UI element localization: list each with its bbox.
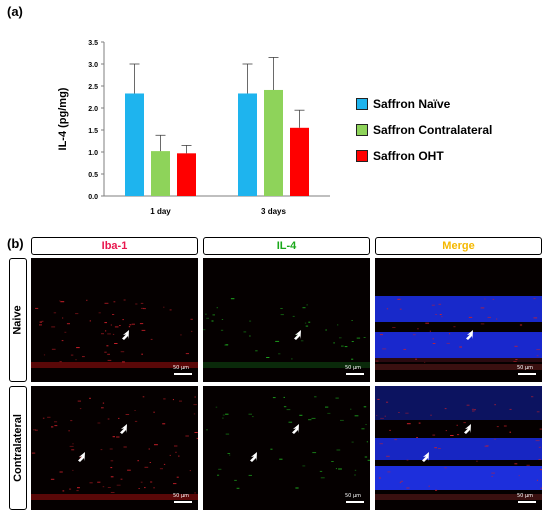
bar — [177, 153, 196, 196]
legend-label: Saffron Contralateral — [373, 123, 493, 137]
scale-bar — [174, 373, 192, 375]
bar — [151, 151, 170, 196]
bar — [238, 93, 257, 196]
bar — [264, 89, 283, 196]
micrograph-image — [375, 258, 542, 382]
legend-item: Saffron Contralateral — [356, 121, 492, 139]
row-header-contralateral: Contralateral — [9, 386, 27, 510]
chart-legend: Saffron Naïve Saffron Contralateral Saffro… — [356, 95, 492, 173]
legend-label: Saffron OHT — [373, 149, 444, 163]
x-tick-label: 3 days — [261, 207, 286, 216]
column-header-il-4: IL-4 — [203, 237, 370, 255]
y-tick-label: 3.0 — [88, 62, 98, 69]
micrograph-image — [31, 386, 198, 510]
y-axis-label: IL-4 (pg/mg) — [57, 87, 69, 150]
arrowhead-marker — [292, 424, 299, 434]
y-tick-label: 0.5 — [88, 172, 98, 179]
scale-bar — [346, 373, 364, 375]
micrograph-image — [203, 386, 370, 510]
micrograph-contralateral-il-4 — [203, 386, 370, 510]
y-tick-label: 0.0 — [88, 194, 98, 201]
scale-bar-label: 50 µm — [345, 365, 362, 371]
arrowhead-marker — [422, 452, 429, 462]
bar-chart: 0.0 0.5 1.0 1.5 2.0 2.5 3.0 3.5 IL-4 (pg/mg) 1 da… — [57, 40, 330, 216]
panel-label-b: (b) — [7, 236, 24, 251]
scale-bar-label: 50 µm — [517, 365, 534, 371]
scale-bar-label: 50 µm — [517, 493, 534, 499]
column-header-iba-1: Iba-1 — [31, 237, 198, 255]
scale-bar — [518, 501, 536, 503]
scale-bar-label: 50 µm — [173, 365, 190, 371]
bar — [125, 93, 144, 196]
y-tick-label: 1.0 — [88, 150, 98, 157]
legend-label: Saffron Naïve — [373, 97, 451, 111]
arrowhead-marker — [466, 330, 473, 340]
arrowhead-marker — [464, 424, 471, 434]
micrograph-image — [31, 258, 198, 382]
arrowhead-marker — [120, 424, 127, 434]
micrograph-contralateral-iba-1 — [31, 386, 198, 510]
micrograph-contralateral-merge — [375, 386, 542, 510]
arrowhead-marker — [294, 330, 301, 340]
micrograph-image — [375, 386, 542, 510]
micrograph-image — [203, 258, 370, 382]
scale-bar-label: 50 µm — [173, 493, 190, 499]
legend-swatch — [356, 124, 368, 136]
y-tick-label: 2.5 — [88, 84, 98, 91]
legend-swatch — [356, 98, 368, 110]
micrograph-naive-merge — [375, 258, 542, 382]
scale-bar — [174, 501, 192, 503]
column-header-merge: Merge — [375, 237, 542, 255]
x-tick-label: 1 day — [150, 207, 171, 216]
row-header-naive: Naive — [9, 258, 27, 382]
scale-bar-label: 50 µm — [345, 493, 362, 499]
y-tick-label: 1.5 — [88, 128, 98, 135]
arrowhead-marker — [122, 330, 129, 340]
scale-bar — [346, 501, 364, 503]
micrograph-naive-il-4 — [203, 258, 370, 382]
y-tick-label: 2.0 — [88, 106, 98, 113]
bar — [290, 127, 309, 196]
y-tick-label: 3.5 — [88, 40, 98, 47]
panel-label-a: (a) — [7, 4, 23, 19]
legend-swatch — [356, 150, 368, 162]
legend-item: Saffron Naïve — [356, 95, 492, 113]
scale-bar — [518, 373, 536, 375]
legend-item: Saffron OHT — [356, 147, 492, 165]
micrograph-naive-iba-1 — [31, 258, 198, 382]
arrowhead-marker — [78, 452, 85, 462]
arrowhead-marker — [250, 452, 257, 462]
